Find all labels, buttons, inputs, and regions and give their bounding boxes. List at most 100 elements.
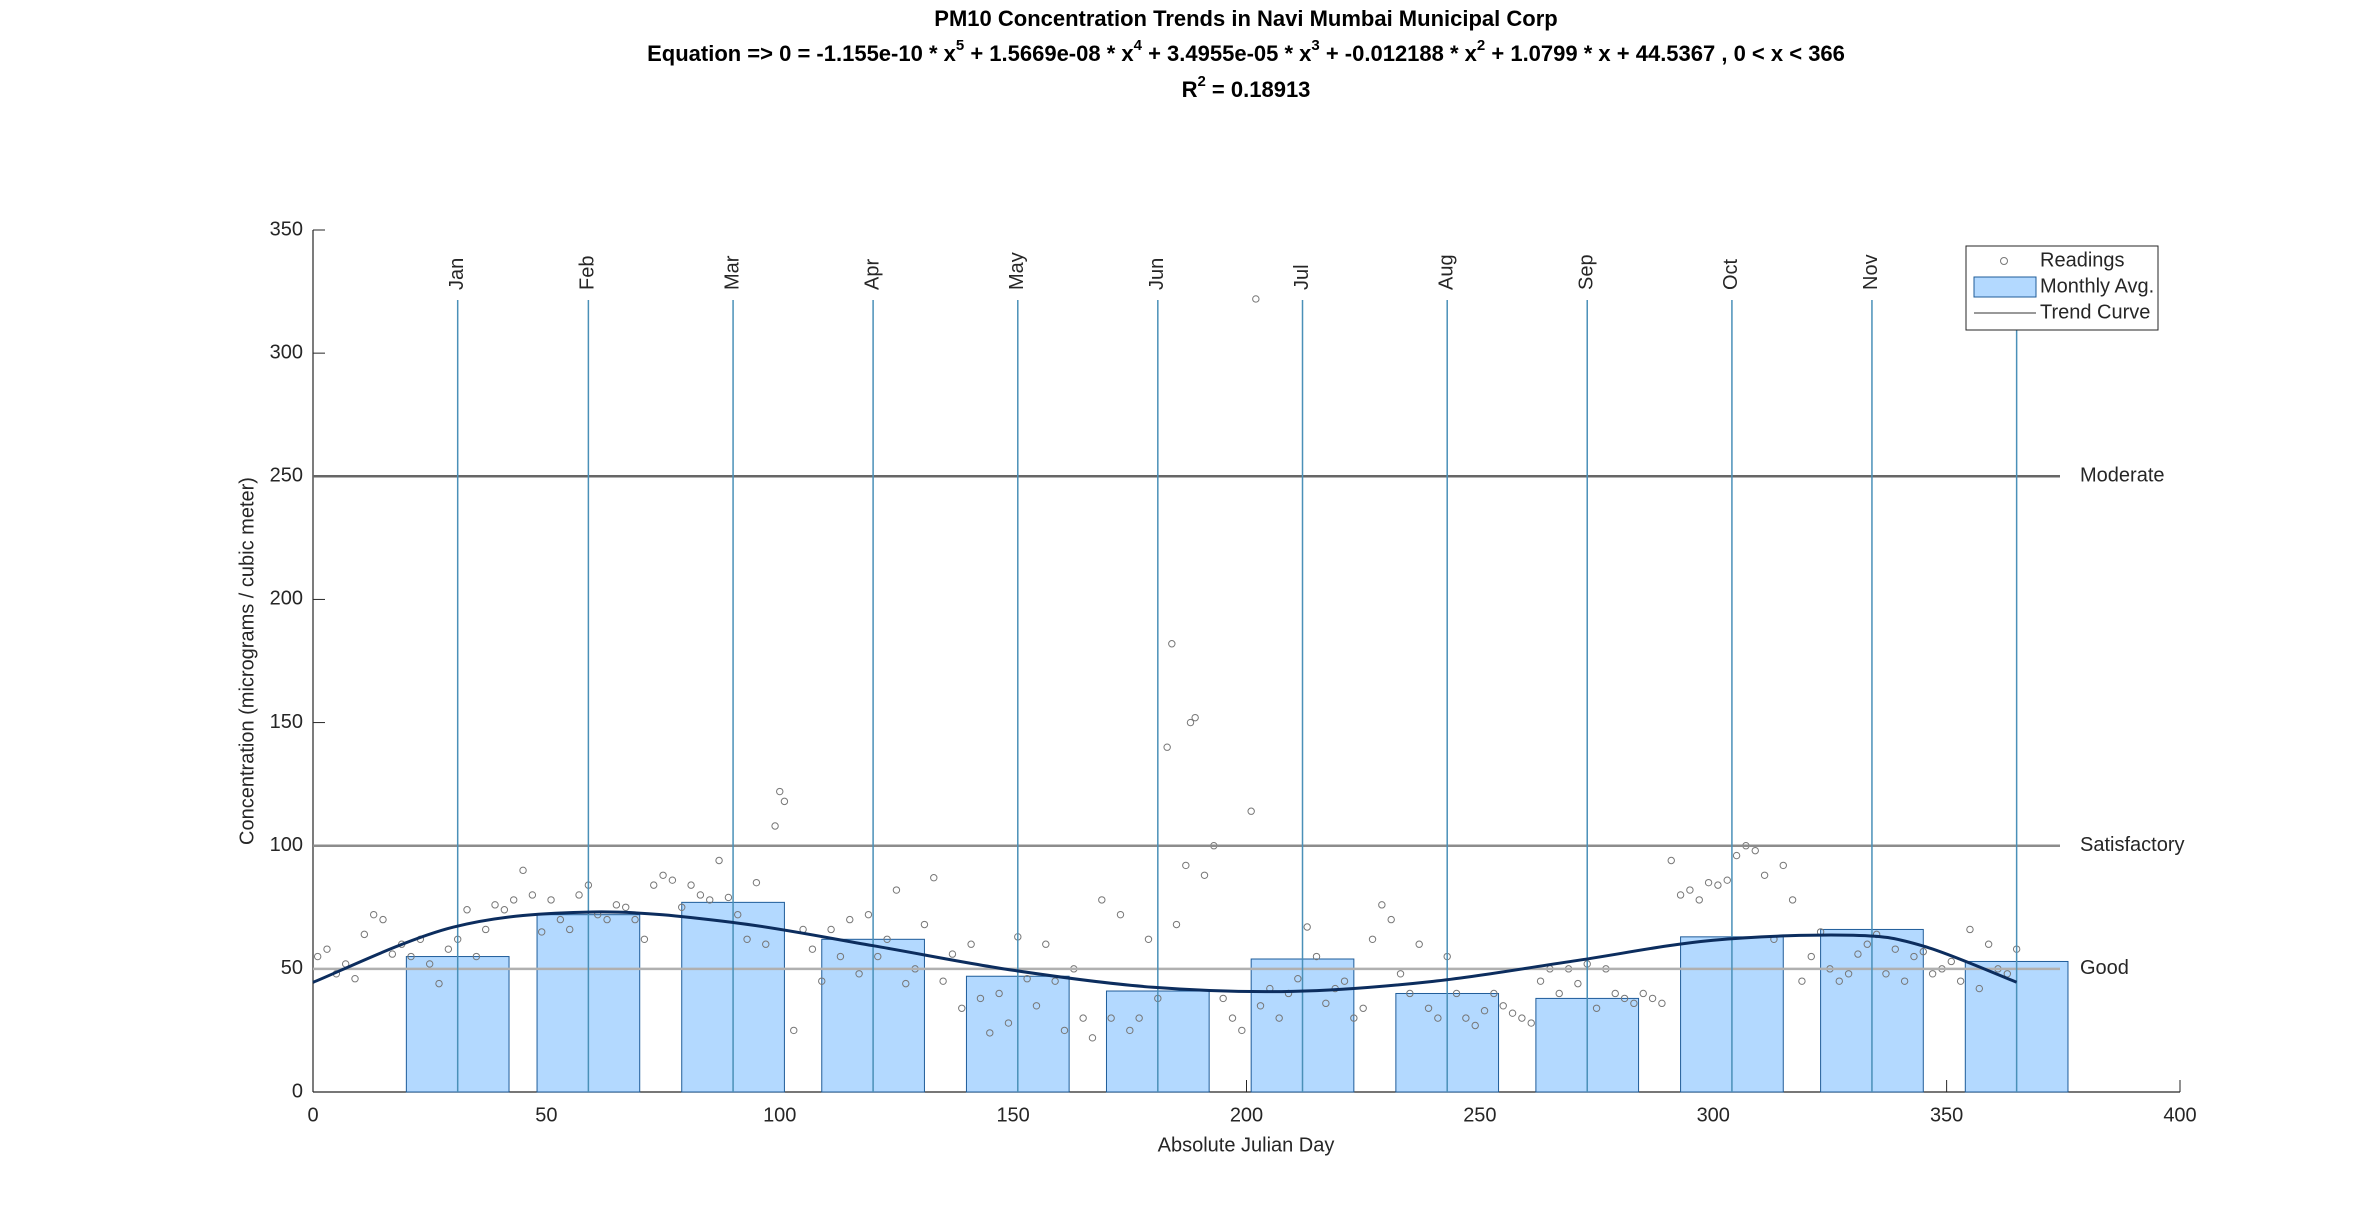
month-label: Apr xyxy=(861,259,883,290)
reading-point xyxy=(1648,994,1657,1003)
reading-point xyxy=(1947,957,1955,966)
reading-point xyxy=(948,950,957,958)
reading-point xyxy=(1798,977,1806,985)
y-tick-label: 100 xyxy=(270,834,303,856)
y-tick-label: 0 xyxy=(292,1080,303,1102)
reading-point xyxy=(1620,994,1629,1003)
reading-point xyxy=(687,881,695,889)
reading-point xyxy=(1686,886,1694,894)
reading-point xyxy=(883,935,891,944)
reading-point xyxy=(510,896,518,904)
reading-point xyxy=(1910,952,1918,961)
reading-point xyxy=(556,915,565,924)
x-tick-label: 50 xyxy=(535,1104,557,1126)
reading-point xyxy=(1060,1026,1069,1035)
reading-point xyxy=(776,787,784,796)
reading-point xyxy=(1723,876,1731,884)
reading-point xyxy=(1452,989,1461,998)
reading-point xyxy=(678,903,686,911)
reading-point xyxy=(1004,1019,1013,1027)
x-tick-label: 400 xyxy=(2163,1104,2196,1126)
reading-point xyxy=(1863,940,1871,948)
legend-label: Monthly Avg. xyxy=(2040,275,2154,297)
reading-point xyxy=(1919,947,1927,956)
reading-point xyxy=(1471,1021,1479,1030)
reference-label: Satisfactory xyxy=(2080,834,2184,856)
legend-label: Trend Curve xyxy=(2040,301,2150,323)
reading-point xyxy=(481,925,490,934)
x-tick-label: 150 xyxy=(996,1104,1029,1126)
reading-point xyxy=(612,901,621,909)
text-part: R xyxy=(1182,77,1198,102)
y-tick-label: 150 xyxy=(270,711,303,733)
reading-point xyxy=(622,903,630,911)
superscript: 2 xyxy=(1477,37,1485,54)
month-label: Nov xyxy=(1860,254,1882,290)
reading-point xyxy=(1854,950,1862,958)
reading-point xyxy=(1508,1009,1517,1017)
reading-point xyxy=(369,910,378,919)
month-label: May xyxy=(1006,252,1028,290)
reading-point xyxy=(724,893,733,902)
reading-point xyxy=(538,928,546,936)
reading-point xyxy=(1751,846,1759,855)
reading-point xyxy=(762,940,770,948)
reading-point xyxy=(407,952,415,961)
reading-point xyxy=(1378,901,1386,909)
reading-point xyxy=(500,906,509,914)
reading-point xyxy=(566,925,574,934)
reading-point xyxy=(1079,1014,1087,1022)
reference-label: Moderate xyxy=(2080,465,2165,487)
x-tick-label: 200 xyxy=(1230,1104,1263,1126)
reading-point xyxy=(1499,1002,1507,1010)
reading-point xyxy=(1779,861,1787,870)
reading-point xyxy=(836,952,845,961)
reading-point xyxy=(1975,984,1983,993)
reading-point xyxy=(1536,977,1545,985)
text-part: + 1.0799 * x + 44.5367 , 0 < x < 366 xyxy=(1485,41,1845,66)
x-tick-label: 300 xyxy=(1697,1104,1730,1126)
month-label: Feb xyxy=(577,256,599,290)
reading-point xyxy=(1252,295,1260,303)
reading-point xyxy=(1256,1002,1265,1010)
x-axis-label: Absolute Julian Day xyxy=(1158,1134,1335,1156)
reading-point xyxy=(519,866,527,875)
reading-point xyxy=(986,1029,994,1037)
reading-point xyxy=(1676,891,1685,899)
reading-point xyxy=(472,952,481,961)
reading-point xyxy=(1574,979,1582,988)
reading-point xyxy=(1168,640,1176,648)
month-label: Jul xyxy=(1291,264,1313,290)
reading-point xyxy=(846,915,854,924)
reading-point xyxy=(1462,1014,1470,1022)
reading-point xyxy=(1186,718,1195,727)
reading-point xyxy=(902,979,910,988)
reference-label: Good xyxy=(2080,957,2129,979)
reading-point xyxy=(1312,952,1321,961)
reading-point xyxy=(1480,1007,1489,1015)
month-label: Jun xyxy=(1146,258,1168,290)
reading-point xyxy=(640,935,649,944)
reading-point xyxy=(1667,856,1675,865)
reading-point xyxy=(958,1004,966,1012)
reading-point xyxy=(631,915,639,924)
reading-point xyxy=(771,822,779,830)
reading-point xyxy=(752,878,761,887)
reading-point xyxy=(1359,1004,1367,1012)
reading-point xyxy=(1238,1026,1246,1035)
reading-point xyxy=(668,876,677,884)
reading-point xyxy=(360,930,369,939)
reading-point xyxy=(659,871,667,879)
month-label: Jan xyxy=(446,258,468,290)
reading-point xyxy=(379,915,387,924)
reading-point xyxy=(1107,1014,1115,1022)
reading-point xyxy=(1527,1019,1535,1027)
reading-point xyxy=(1172,920,1181,929)
month-label: Mar xyxy=(721,255,743,290)
superscript: 2 xyxy=(1197,73,1205,90)
reading-point xyxy=(1294,975,1302,983)
reading-point xyxy=(734,910,742,919)
y-tick-label: 300 xyxy=(270,341,303,363)
reading-point xyxy=(1415,940,1423,948)
